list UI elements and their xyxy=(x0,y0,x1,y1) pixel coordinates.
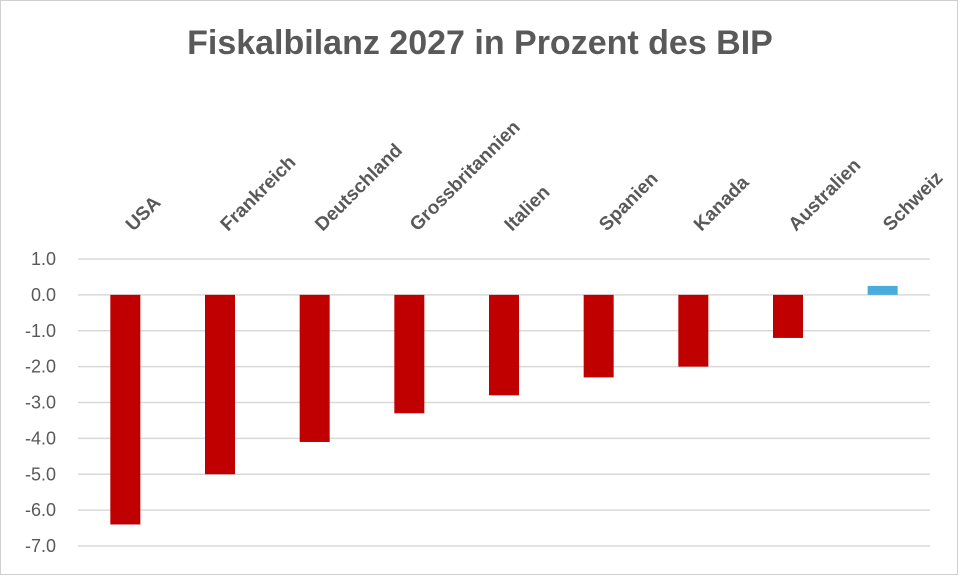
bar-usa xyxy=(110,294,141,525)
bar-frankreich xyxy=(205,294,235,475)
y-tick-label: -3.0 xyxy=(25,393,56,413)
category-label: USA xyxy=(122,192,165,235)
bar-kanada xyxy=(678,294,709,367)
bars xyxy=(110,285,898,525)
category-label: Australien xyxy=(785,155,866,236)
y-tick-label: -1.0 xyxy=(25,321,56,341)
category-labels: USA Frankreich Deutschland GrossbritannienI… xyxy=(122,117,947,236)
category-label: Deutschland xyxy=(311,140,406,235)
bar-grossbritannien xyxy=(394,294,425,414)
y-tick-label: -2.0 xyxy=(25,357,56,377)
bar-spanien xyxy=(583,294,614,378)
y-tick-label: 0.0 xyxy=(31,285,56,305)
bar-australien xyxy=(773,294,803,338)
bar-deutschland xyxy=(299,294,330,442)
y-tick-label: 1.0 xyxy=(31,249,56,269)
category-label: Italien xyxy=(501,182,555,236)
category-label: Schweiz xyxy=(879,168,947,236)
y-tick-label: -5.0 xyxy=(25,464,56,484)
y-tick-label: -6.0 xyxy=(25,500,56,520)
y-tick-label: -4.0 xyxy=(25,428,56,448)
y-tick-label: -7.0 xyxy=(25,536,56,556)
chart-title: Fiskalbilanz 2027 in Prozent des BIP xyxy=(187,24,773,62)
category-label: Frankreich xyxy=(217,152,301,236)
bar-schweiz xyxy=(867,285,898,295)
bar-italien xyxy=(489,294,519,396)
category-label: Kanada xyxy=(690,172,754,236)
y-axis-tick-labels: 1.0 0.0 -1.0 -2.0 -3.0 -4.0 -5.0 -6.0 -7.0 xyxy=(25,249,56,556)
category-label: Spanien xyxy=(595,168,662,235)
